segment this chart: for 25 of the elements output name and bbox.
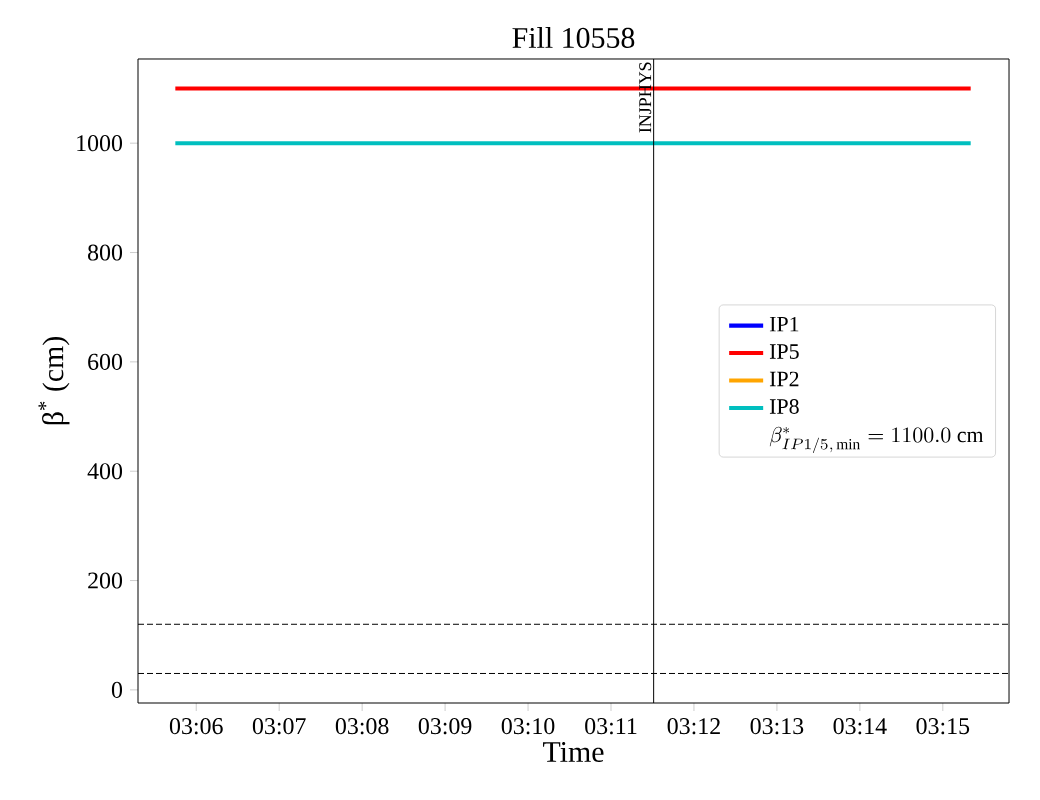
x-tick-label: 03:11 xyxy=(585,718,637,735)
y-tick-label: 0 xyxy=(111,681,123,698)
x-tick-label: 03:13 xyxy=(750,718,804,735)
y-tick-label: 600 xyxy=(88,353,123,370)
x-tick-label: 03:12 xyxy=(667,718,720,735)
x-tick-label: 03:10 xyxy=(501,718,555,735)
x-tick-label: 03:06 xyxy=(169,718,223,735)
y-tick-label: 1000 xyxy=(77,135,123,152)
annotation: $\beta^{*}_{IP1/5,\,\mathrm{min}} = 1100.0\ \mathrm{cm}$ xyxy=(769,426,984,454)
x-tick-label: 03:07 xyxy=(252,718,306,735)
y-tick-label: 200 xyxy=(88,572,123,589)
x-tick-label: 03:15 xyxy=(916,718,970,735)
legend-label: IP2 xyxy=(769,371,799,387)
y-tick-label: 800 xyxy=(88,244,123,261)
x-axis-title: Time xyxy=(543,741,604,763)
x-tick-label: 03:09 xyxy=(418,718,472,735)
y-tick-label: 400 xyxy=(87,463,123,480)
ref-line-label: INJPHYS xyxy=(639,62,652,133)
x-tick-label: 03:08 xyxy=(335,718,389,735)
legend-label: IP8 xyxy=(769,399,799,414)
legend-label: IP1 xyxy=(769,316,799,332)
chart-title: Fill 10558 xyxy=(512,26,635,48)
legend-label: IP5 xyxy=(769,344,799,359)
x-tick-label: 03:14 xyxy=(833,718,887,735)
y-axis-title: β$^{*}$ (cm) xyxy=(38,337,70,425)
